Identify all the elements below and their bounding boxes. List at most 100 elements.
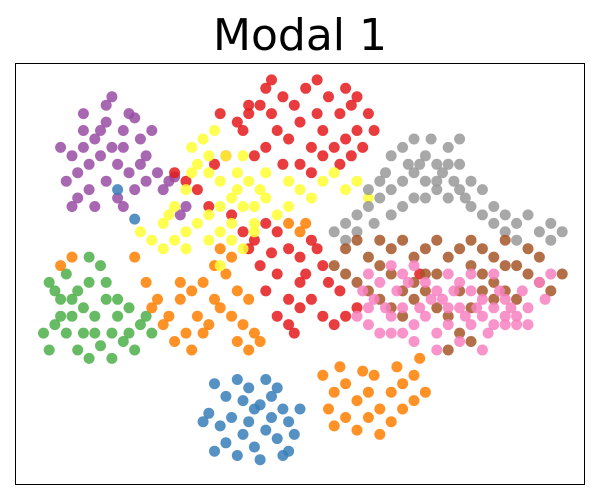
scatter-point [397, 268, 409, 280]
scatter-point [488, 319, 500, 331]
scatter-point [385, 327, 397, 339]
scatter-point [226, 234, 238, 246]
scatter-point [197, 276, 209, 288]
scatter-point [317, 175, 329, 187]
scatter-point [465, 201, 477, 212]
scatter-point [283, 416, 295, 428]
scatter-point [385, 209, 397, 221]
scatter-point [545, 268, 557, 280]
scatter-point [254, 336, 266, 347]
scatter-point [408, 260, 420, 272]
scatter-point [271, 268, 283, 280]
scatter-point [305, 141, 317, 153]
chart-title: Modal 1 [213, 10, 387, 61]
scatter-point [516, 285, 528, 297]
scatter-point [345, 150, 357, 162]
scatter-point [60, 327, 72, 339]
scatter-point [260, 82, 272, 94]
series-6 [328, 133, 568, 246]
scatter-point [374, 234, 386, 246]
scatter-point [545, 217, 557, 229]
scatter-plot [38, 74, 568, 466]
scatter-point [243, 344, 255, 356]
scatter-point [408, 336, 420, 347]
scatter-point [214, 260, 226, 272]
scatter-point [311, 243, 323, 255]
scatter-point [328, 420, 340, 432]
scatter-point [556, 226, 568, 238]
scatter-point [340, 310, 352, 322]
scatter-point [231, 116, 243, 128]
scatter-point [362, 192, 374, 204]
scatter-point [397, 141, 409, 153]
scatter-point [60, 175, 72, 187]
scatter-point [476, 243, 488, 255]
scatter-point [288, 99, 300, 111]
scatter-point [226, 310, 238, 322]
scatter-point [442, 251, 454, 263]
scatter-point [533, 251, 545, 263]
scatter-point [106, 91, 118, 103]
scatter-point [476, 293, 488, 305]
scatter-point [209, 445, 220, 457]
scatter-point [66, 310, 78, 322]
scatter-point [146, 302, 158, 314]
scatter-point [214, 302, 226, 314]
scatter-point [226, 412, 238, 423]
scatter-point [431, 175, 443, 187]
scatter-point [402, 276, 414, 288]
scatter-point [465, 175, 477, 187]
scatter-point [334, 108, 346, 120]
scatter-point [385, 150, 397, 162]
scatter-point [539, 293, 551, 305]
scatter-point [511, 319, 523, 331]
scatter-point [340, 412, 352, 423]
scatter-point [305, 234, 317, 246]
scatter-point [271, 310, 283, 322]
scatter-point [163, 209, 175, 221]
scatter-point [425, 293, 437, 305]
scatter-point [66, 201, 78, 212]
scatter-point [431, 234, 443, 246]
scatter-point [243, 175, 255, 187]
scatter-point [209, 293, 220, 305]
scatter-point [494, 285, 505, 297]
scatter-point [112, 293, 124, 305]
scatter-point [294, 276, 306, 288]
scatter-point [368, 293, 380, 305]
scatter-point [362, 251, 374, 263]
scatter-point [362, 386, 374, 398]
scatter-point [112, 158, 124, 170]
scatter-point [454, 327, 466, 339]
scatter-point [419, 243, 431, 255]
scatter-point [129, 344, 141, 356]
scatter-point [442, 302, 454, 314]
scatter-point [66, 293, 78, 305]
scatter-point [248, 403, 260, 415]
scatter-point [408, 133, 420, 145]
scatter-point [294, 116, 306, 128]
scatter-point [476, 344, 488, 356]
scatter-point [260, 374, 272, 385]
scatter-point [294, 226, 306, 238]
scatter-point [106, 352, 118, 364]
scatter-point [123, 302, 135, 314]
scatter-point [100, 116, 112, 128]
scatter-point [254, 454, 266, 466]
scatter-point [499, 226, 511, 238]
scatter-point [397, 378, 409, 390]
scatter-point [174, 276, 186, 288]
scatter-point [203, 234, 215, 246]
scatter-point [522, 302, 534, 314]
scatter-point [488, 302, 500, 314]
scatter-point [408, 293, 420, 305]
scatter-point [334, 285, 346, 297]
scatter-point [368, 217, 380, 229]
scatter-point [431, 158, 443, 170]
scatter-point [437, 167, 448, 179]
scatter-point [499, 209, 511, 221]
scatter-point [357, 285, 369, 297]
scatter-point [471, 302, 483, 314]
scatter-point [60, 268, 72, 280]
scatter-point [117, 201, 129, 212]
